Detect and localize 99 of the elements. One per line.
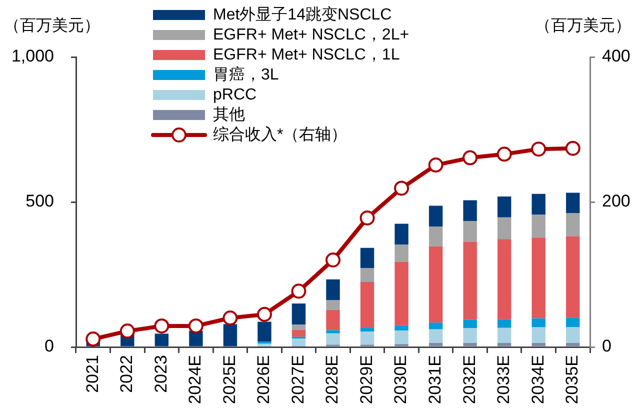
y-tick-label: 1,000 — [11, 46, 54, 66]
point — [462, 150, 478, 166]
y-tick-label: 0 — [44, 336, 54, 356]
y2-tick-label: 0 — [602, 336, 612, 356]
bar — [360, 328, 374, 332]
bar — [360, 248, 374, 268]
point — [394, 180, 410, 196]
legend-label: 综合收入*（右轴） — [213, 125, 348, 144]
bar — [428, 322, 443, 330]
bar — [566, 213, 580, 236]
bar — [463, 200, 477, 222]
y-tick-label: 500 — [26, 192, 54, 211]
point — [496, 146, 512, 162]
legend-label: 其他 — [213, 105, 245, 124]
point — [565, 140, 580, 156]
bar — [497, 319, 512, 328]
bar — [428, 226, 443, 246]
bar — [428, 342, 443, 346]
bar — [463, 320, 477, 328]
bar — [497, 217, 512, 240]
x-tick-label: 2033E — [494, 355, 514, 404]
bar — [154, 334, 169, 346]
bar — [532, 214, 546, 238]
bar — [326, 279, 340, 300]
bar — [532, 194, 546, 215]
bar — [258, 322, 272, 342]
bar — [292, 324, 306, 330]
x-tick-label: 2032E — [460, 355, 479, 404]
bar — [223, 324, 238, 346]
bar — [566, 326, 580, 343]
bar — [292, 304, 306, 325]
legend-label: Met外显子14跳变NSCLC — [213, 5, 392, 24]
bar — [326, 333, 340, 345]
point — [154, 318, 170, 334]
bar — [532, 342, 546, 346]
point — [428, 158, 444, 173]
point — [531, 142, 546, 157]
x-tick-label: 2026E — [254, 355, 274, 404]
x-tick-label: 2027E — [288, 355, 308, 404]
bar — [497, 328, 512, 343]
y-axis-title: （百万美元） — [4, 16, 100, 34]
bar — [566, 192, 580, 214]
bar — [326, 310, 340, 330]
bar — [326, 300, 340, 310]
y2-tick-label: 400 — [602, 46, 630, 66]
bar — [292, 338, 306, 346]
bar — [394, 244, 408, 262]
legend-label: EGFR+ Met+ NSCLC，2L+ — [213, 26, 410, 44]
legend-label: EGFR+ Met+ NSCLC，1L — [213, 46, 400, 64]
legend-label: pRCC — [213, 86, 257, 104]
bar — [292, 330, 306, 337]
bar — [532, 327, 546, 343]
bar — [566, 318, 580, 327]
bar — [463, 328, 477, 343]
x-tick-label: 2035E — [562, 355, 582, 404]
x-tick-label: 2030E — [391, 355, 410, 404]
bar — [189, 330, 203, 346]
point — [326, 252, 340, 268]
x-tick-label: 2022 — [117, 355, 136, 393]
x-tick-label: 2021 — [82, 355, 102, 393]
x-tick-label: 2034E — [528, 355, 548, 404]
bar — [532, 318, 546, 328]
point — [120, 324, 135, 339]
bar — [532, 238, 546, 318]
legend-label: 胃癌，3L — [213, 65, 279, 84]
point — [256, 306, 272, 322]
x-tick-label: 2028E — [322, 355, 342, 404]
bar — [463, 221, 477, 242]
bar — [497, 342, 512, 346]
bar — [394, 325, 408, 330]
bar — [394, 330, 408, 344]
y2-tick-label: 200 — [602, 192, 630, 211]
bar — [360, 282, 374, 328]
bar — [360, 332, 374, 345]
bar — [394, 224, 408, 245]
bar — [463, 242, 477, 320]
bar — [428, 206, 443, 227]
bar — [497, 239, 512, 320]
point — [360, 210, 375, 226]
bar — [428, 246, 443, 323]
point — [188, 318, 204, 334]
x-tick-label: 2023 — [151, 355, 170, 393]
bar — [360, 268, 374, 282]
bar — [566, 342, 580, 346]
point — [291, 284, 306, 299]
bar — [428, 329, 443, 343]
x-tick-label: 2031E — [425, 355, 444, 404]
bar — [394, 262, 408, 326]
bar — [326, 330, 340, 334]
bar — [566, 236, 580, 318]
x-tick-label: 2025E — [220, 355, 239, 404]
bar — [463, 342, 477, 346]
point — [86, 332, 101, 347]
bar — [258, 344, 272, 346]
y2-axis-title: （百万美元） — [535, 16, 631, 34]
bar — [497, 196, 512, 218]
x-tick-label: 2029E — [356, 355, 376, 404]
point — [222, 310, 238, 326]
x-tick-label: 2024E — [186, 355, 205, 404]
